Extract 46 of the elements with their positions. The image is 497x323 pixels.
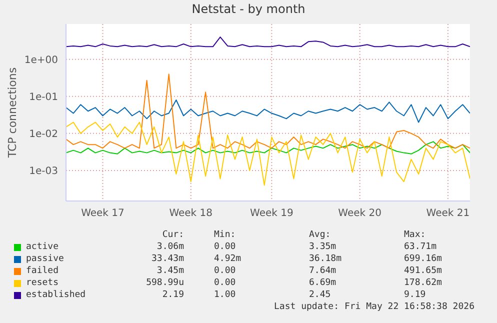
legend-label: passive xyxy=(26,253,64,265)
line-series xyxy=(66,36,470,48)
text: Max: xyxy=(403,229,427,241)
text: 3.45m xyxy=(156,265,184,277)
x-tick-label: Week 21 xyxy=(426,208,470,220)
text: 491.65m xyxy=(403,265,443,277)
y-tick-label: 1e-02 xyxy=(29,128,58,140)
x-tick-label: Week 17 xyxy=(81,208,124,220)
chart-title: Netstat - by month xyxy=(190,1,306,18)
text: 699.16m xyxy=(403,253,443,265)
y-tick-label: 1e+00 xyxy=(24,54,58,66)
text: 4.92m xyxy=(213,253,242,265)
line-series xyxy=(66,74,470,149)
line-series xyxy=(66,122,470,186)
text: Min: xyxy=(213,229,237,241)
text: 36.18m xyxy=(308,253,343,265)
legend-label: resets xyxy=(26,277,59,289)
text: 178.62m xyxy=(403,277,443,289)
text: 1.00 xyxy=(213,289,237,301)
text: 63.71m xyxy=(403,241,438,253)
text: Cur: xyxy=(161,229,184,241)
text: 7.64m xyxy=(308,265,338,277)
y-axis-title: TCP connections xyxy=(6,67,19,159)
y-tick-label: 1e-01 xyxy=(29,92,58,103)
text: 9.19 xyxy=(403,289,427,301)
text: 2.45 xyxy=(308,289,332,301)
line-series xyxy=(66,99,470,123)
text: 2.19 xyxy=(161,289,184,301)
legend-label: established xyxy=(26,289,86,301)
text: 598.99u xyxy=(145,277,184,289)
text: 0.00 xyxy=(213,241,237,253)
legend-label: failed xyxy=(26,265,59,277)
x-tick-label: Week 19 xyxy=(250,208,294,220)
x-tick-label: Week 20 xyxy=(338,208,382,220)
text: 6.69m xyxy=(308,277,338,289)
text: 3.06m xyxy=(156,241,184,253)
line-series xyxy=(66,141,470,154)
text: Avg: xyxy=(308,229,332,241)
text: 3.35m xyxy=(308,241,338,253)
text: Last update: Fri May 22 16:58:38 2026 xyxy=(274,301,476,313)
text: 33.43m xyxy=(150,253,184,265)
text: 0.00 xyxy=(213,277,237,289)
x-tick-label: Week 18 xyxy=(169,208,213,220)
legend-label: active xyxy=(26,241,59,253)
y-tick-label: 1e-03 xyxy=(29,166,58,178)
text: 0.00 xyxy=(213,265,237,277)
